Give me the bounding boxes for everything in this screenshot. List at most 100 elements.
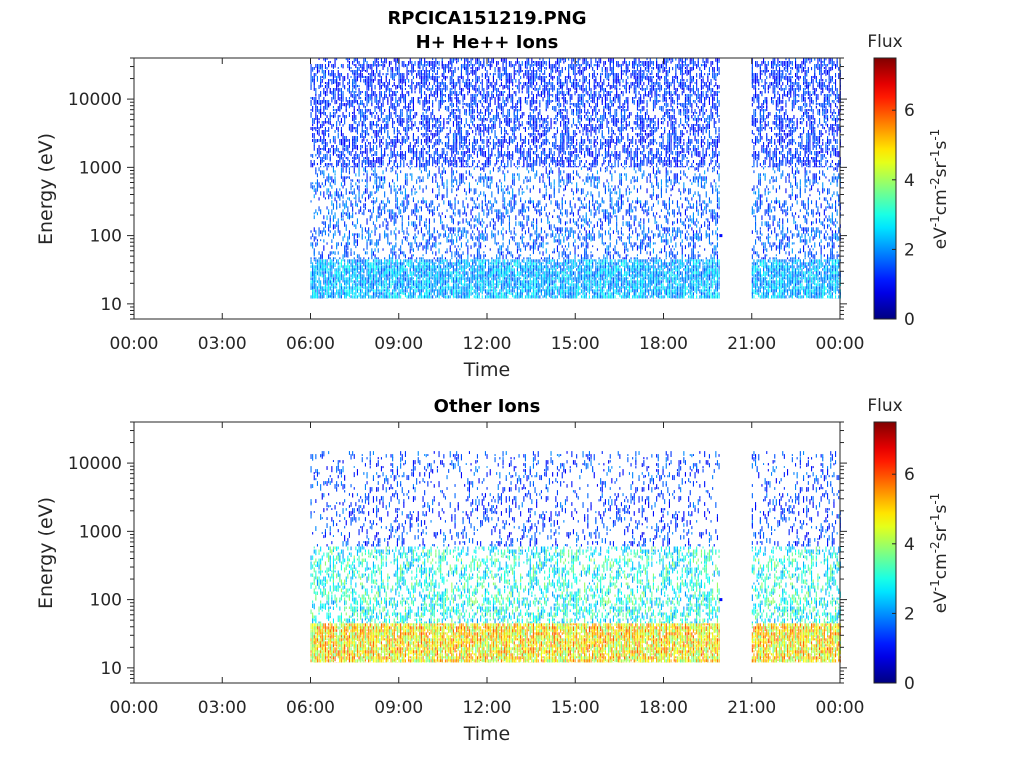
flux-cell xyxy=(470,109,472,115)
flux-cell xyxy=(390,88,392,92)
flux-cell xyxy=(456,170,458,174)
flux-cell xyxy=(432,242,434,248)
flux-cell xyxy=(334,230,336,236)
flux-cell xyxy=(443,160,445,162)
flux-cell xyxy=(457,157,459,160)
flux-cell xyxy=(465,170,467,174)
flux-cell xyxy=(468,277,470,282)
flux-cell xyxy=(355,173,357,177)
flux-cell xyxy=(435,58,437,61)
flux-cell xyxy=(331,79,333,85)
flux-cell xyxy=(440,257,442,260)
flux-cell xyxy=(352,118,354,121)
flux-cell xyxy=(494,292,496,296)
flux-cell xyxy=(465,82,467,85)
flux-cell xyxy=(515,136,517,140)
flux-cell xyxy=(392,292,394,295)
flux-cell xyxy=(504,151,506,157)
flux-cell xyxy=(475,103,477,108)
flux-cell xyxy=(318,185,320,188)
flux-cell xyxy=(361,73,363,78)
flux-cell xyxy=(451,203,453,207)
flux-cell xyxy=(332,224,334,230)
flux-cell xyxy=(406,283,408,289)
flux-cell xyxy=(403,197,405,200)
flux-cell xyxy=(324,292,326,295)
flux-cell xyxy=(444,154,446,159)
flux-cell xyxy=(366,94,368,97)
flux-cell xyxy=(494,85,496,91)
flux-cell xyxy=(488,295,490,299)
flux-cell xyxy=(488,127,490,131)
flux-cell xyxy=(425,127,427,133)
flux-cell xyxy=(358,188,360,194)
flux-cell xyxy=(486,163,488,166)
flux-cell xyxy=(508,154,510,161)
flux-cell xyxy=(361,133,363,139)
flux-cell xyxy=(350,191,352,194)
flux-cell xyxy=(398,188,400,191)
flux-cell xyxy=(513,106,515,109)
flux-cell xyxy=(356,70,358,76)
flux-cell xyxy=(446,292,448,295)
flux-cell xyxy=(358,262,360,265)
flux-cell xyxy=(404,277,406,282)
flux-cell xyxy=(384,277,386,281)
flux-cell xyxy=(432,268,434,272)
flux-cell xyxy=(435,133,437,137)
flux-cell xyxy=(320,166,322,168)
flux-cell xyxy=(318,85,320,89)
flux-cell xyxy=(460,242,462,248)
flux-cell xyxy=(444,265,446,268)
flux-cell xyxy=(371,289,373,292)
flux-cell xyxy=(460,286,462,292)
flux-cell xyxy=(457,251,459,258)
flux-cell xyxy=(408,91,410,96)
flux-cell xyxy=(436,257,438,260)
flux-cell xyxy=(433,173,435,176)
flux-cell xyxy=(412,103,414,109)
flux-cell xyxy=(497,283,499,289)
flux-cell xyxy=(484,173,486,179)
flux-cell xyxy=(449,203,451,209)
flux-cell xyxy=(364,277,366,283)
flux-cell xyxy=(504,163,506,168)
flux-cell xyxy=(382,136,384,140)
flux-cell xyxy=(388,88,390,94)
flux-cell xyxy=(443,67,445,70)
flux-cell xyxy=(371,70,373,77)
flux-cell xyxy=(376,227,378,230)
flux-cell xyxy=(340,154,342,160)
flux-cell xyxy=(372,274,374,278)
flux-cell xyxy=(427,127,429,132)
flux-cell xyxy=(456,163,458,168)
flux-cell xyxy=(515,194,517,198)
flux-cell xyxy=(328,103,330,108)
flux-cell xyxy=(457,262,459,267)
flux-cell xyxy=(435,289,437,292)
flux-cell xyxy=(392,142,394,146)
flux-cell xyxy=(312,295,314,299)
flux-cell xyxy=(342,91,344,95)
flux-cell xyxy=(358,295,360,298)
flux-cell xyxy=(484,112,486,116)
flux-cell xyxy=(380,130,382,134)
flux-cell xyxy=(451,239,453,246)
flux-cell xyxy=(355,292,357,297)
flux-cell xyxy=(340,100,342,104)
flux-cell xyxy=(352,127,354,133)
flux-cell xyxy=(409,271,411,276)
flux-cell xyxy=(392,97,394,101)
flux-cell xyxy=(321,274,323,278)
flux-cell xyxy=(497,151,499,158)
flux-cell xyxy=(440,139,442,143)
flux-cell xyxy=(313,212,315,215)
flux-cell xyxy=(369,94,371,101)
flux-cell xyxy=(310,274,312,277)
flux-cell xyxy=(443,194,445,199)
flux-cell xyxy=(484,245,486,248)
flux-cell xyxy=(369,124,371,130)
flux-cell xyxy=(425,283,427,287)
flux-cell xyxy=(425,97,427,103)
flux-cell xyxy=(484,127,486,131)
